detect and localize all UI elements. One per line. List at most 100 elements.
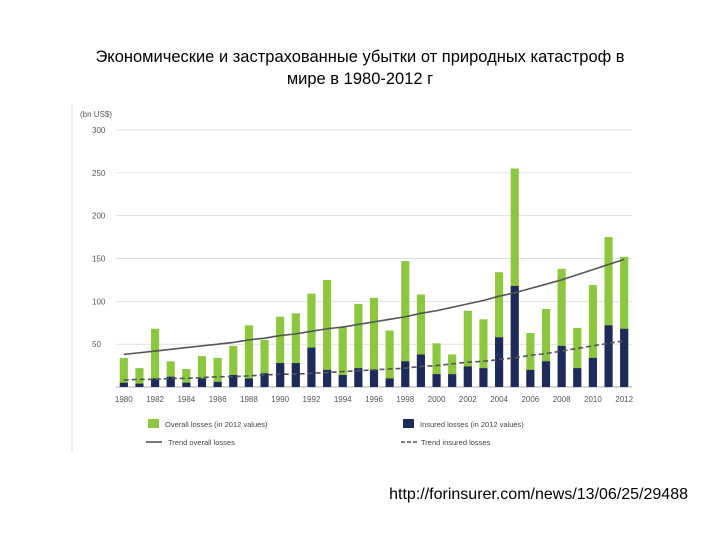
bar-overall-2004 (495, 272, 504, 387)
bar-overall-1983 (166, 361, 175, 387)
bar-overall-1981 (135, 368, 144, 387)
bar-insured-1985 (197, 378, 207, 387)
bar-overall-1994 (338, 327, 347, 387)
legend-label-overall: Overall losses (in 2012 values) (165, 420, 268, 429)
bar-overall-1986 (213, 357, 222, 387)
legend-label-trend-overall: Trend overall losses (168, 438, 235, 447)
bar-insured-1980 (119, 382, 128, 387)
y-tick-label-50: 50 (92, 340, 101, 349)
bar-insured-2008 (557, 345, 566, 387)
legend-swatch-overall (148, 419, 159, 428)
bar-insured-2000 (432, 374, 441, 387)
bar-overall-2007 (541, 309, 551, 387)
bar-overall-1995 (354, 303, 363, 387)
x-tick-label-1988: 1988 (240, 395, 258, 404)
bar-overall-1989 (260, 339, 269, 387)
bar-insured-2010 (588, 357, 597, 387)
x-tick-label-1990: 1990 (271, 395, 289, 404)
x-tick-label-2002: 2002 (459, 395, 477, 404)
bar-insured-2003 (479, 368, 488, 387)
bar-insured-2007 (541, 361, 551, 387)
bar-insured-2006 (526, 369, 535, 387)
bar-insured-1990 (276, 363, 285, 387)
x-tick-label-1992: 1992 (303, 395, 321, 404)
bar-insured-2004 (495, 337, 504, 387)
slide-title-line-1: Экономические и застрахованные убытки от… (95, 48, 625, 66)
bar-insured-1992 (307, 347, 316, 387)
trend-line-insured (123, 339, 625, 381)
x-tick-label-2004: 2004 (490, 395, 508, 404)
bar-insured-2009 (573, 368, 582, 387)
x-tick-label-1996: 1996 (365, 395, 383, 404)
y-tick-label-300: 300 (92, 126, 106, 135)
bar-overall-1984 (182, 369, 191, 387)
bar-overall-1997 (385, 330, 394, 387)
bar-insured-1989 (260, 373, 269, 387)
y-tick-label-200: 200 (92, 212, 106, 221)
bar-overall-2002 (463, 310, 472, 387)
bar-overall-2010 (588, 285, 597, 387)
x-tick-label-2000: 2000 (428, 395, 446, 404)
bar-insured-1994 (338, 375, 347, 387)
bar-overall-1996 (369, 297, 379, 387)
bar-overall-1998 (401, 261, 410, 387)
bar-overall-2005 (510, 168, 519, 387)
bar-insured-1984 (182, 382, 191, 387)
bar-overall-2012 (620, 256, 629, 387)
bar-insured-1991 (291, 363, 300, 387)
y-tick-label-250: 250 (92, 169, 106, 178)
x-tick-label-1994: 1994 (334, 395, 352, 404)
x-tick-label-1986: 1986 (209, 395, 227, 404)
bar-insured-2011 (604, 325, 613, 387)
bar-insured-1993 (323, 369, 332, 387)
bar-insured-1995 (354, 368, 363, 387)
x-tick-label-2008: 2008 (553, 395, 571, 404)
x-tick-label-1984: 1984 (177, 395, 195, 404)
bar-overall-2006 (526, 333, 535, 387)
source-caption: http://forinsurer.com/news/13/06/25/2948… (389, 486, 688, 503)
x-tick-label-1998: 1998 (396, 395, 414, 404)
bar-insured-1987 (229, 375, 238, 387)
bar-overall-1985 (197, 356, 207, 387)
bar-insured-2002 (463, 366, 472, 387)
bar-insured-2005 (510, 285, 519, 387)
bar-overall-2001 (448, 354, 457, 387)
bar-insured-1996 (369, 369, 379, 387)
legend-label-insured: Insured losses (in 2012 values) (420, 420, 524, 429)
bar-overall-2003 (479, 319, 488, 387)
bar-insured-1997 (385, 378, 394, 387)
y-axis-label: (bn US$) (80, 110, 112, 119)
bar-overall-2008 (557, 268, 566, 387)
legend-label-trend-insured: Trend insured losses (421, 438, 491, 447)
bar-overall-1992 (307, 293, 316, 387)
x-tick-label-2006: 2006 (521, 395, 539, 404)
bar-insured-1986 (213, 381, 222, 387)
bar-overall-1999 (416, 294, 425, 387)
x-tick-label-2012: 2012 (615, 395, 633, 404)
x-tick-label-2010: 2010 (584, 395, 602, 404)
bar-overall-1987 (229, 345, 238, 387)
bar-insured-1999 (416, 354, 425, 387)
slide-title: Экономические и застрахованные убытки от… (20, 46, 700, 90)
bar-overall-1990 (276, 316, 285, 387)
bar-insured-1998 (401, 361, 410, 387)
bar-overall-1988 (244, 325, 253, 387)
x-tick-label-1982: 1982 (146, 395, 164, 404)
slide-title-line-2: мире в 1980-2012 г (286, 70, 434, 88)
bar-overall-1991 (291, 313, 300, 387)
bar-insured-1981 (135, 383, 144, 387)
legend-swatch-insured (403, 419, 414, 428)
x-tick-label-1980: 1980 (115, 395, 133, 404)
bar-overall-2009 (573, 327, 582, 387)
bar-insured-2012 (620, 328, 629, 387)
trend-line-overall (123, 258, 625, 356)
bar-insured-1983 (166, 376, 175, 387)
bar-overall-2011 (604, 237, 613, 387)
y-tick-label-100: 100 (92, 297, 106, 306)
bar-insured-1982 (151, 378, 160, 387)
y-tick-label-150: 150 (92, 255, 106, 264)
bar-insured-2001 (448, 374, 457, 387)
bar-overall-1982 (151, 328, 160, 387)
bar-overall-1980 (119, 357, 128, 387)
